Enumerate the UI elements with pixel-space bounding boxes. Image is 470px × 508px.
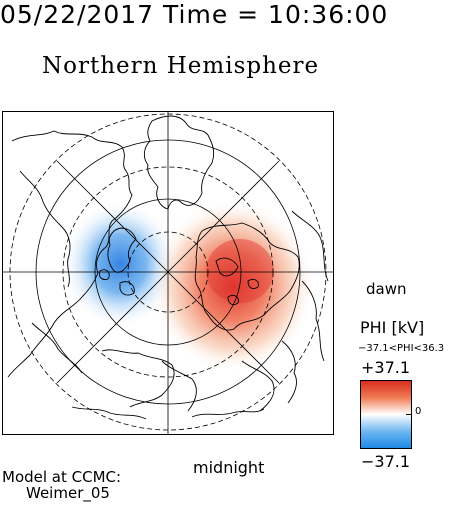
positive-potential-core xyxy=(206,239,274,303)
colorbar-title: PHI [kV] xyxy=(360,318,425,337)
model-label: Model at CCMC: Weimer_05 xyxy=(2,469,121,501)
colorbar-max-label: +37.1 xyxy=(361,358,411,377)
midnight-label: midnight xyxy=(193,458,265,477)
polar-potential-map xyxy=(2,111,334,435)
dawn-label: dawn xyxy=(366,280,407,298)
colorbar-zero-label: 0 xyxy=(415,406,422,417)
meridian-lines xyxy=(2,111,334,435)
coastlines xyxy=(7,115,329,420)
negative-potential-cell xyxy=(62,200,178,328)
colorbar-gradient xyxy=(360,380,412,449)
hemisphere-title: Northern Hemisphere xyxy=(42,53,320,79)
model-label-line2: Weimer_05 xyxy=(26,484,110,502)
positive-potential-cell xyxy=(151,200,315,372)
colorbar-min-label: −37.1 xyxy=(361,452,411,471)
datetime-title: 05/22/2017 Time = 10:36:00 xyxy=(0,0,389,29)
colorbar-range-text: −37.1<PHI<36.3 xyxy=(358,343,445,354)
colorbar xyxy=(360,380,412,449)
model-label-line1: Model at CCMC: xyxy=(2,468,122,486)
